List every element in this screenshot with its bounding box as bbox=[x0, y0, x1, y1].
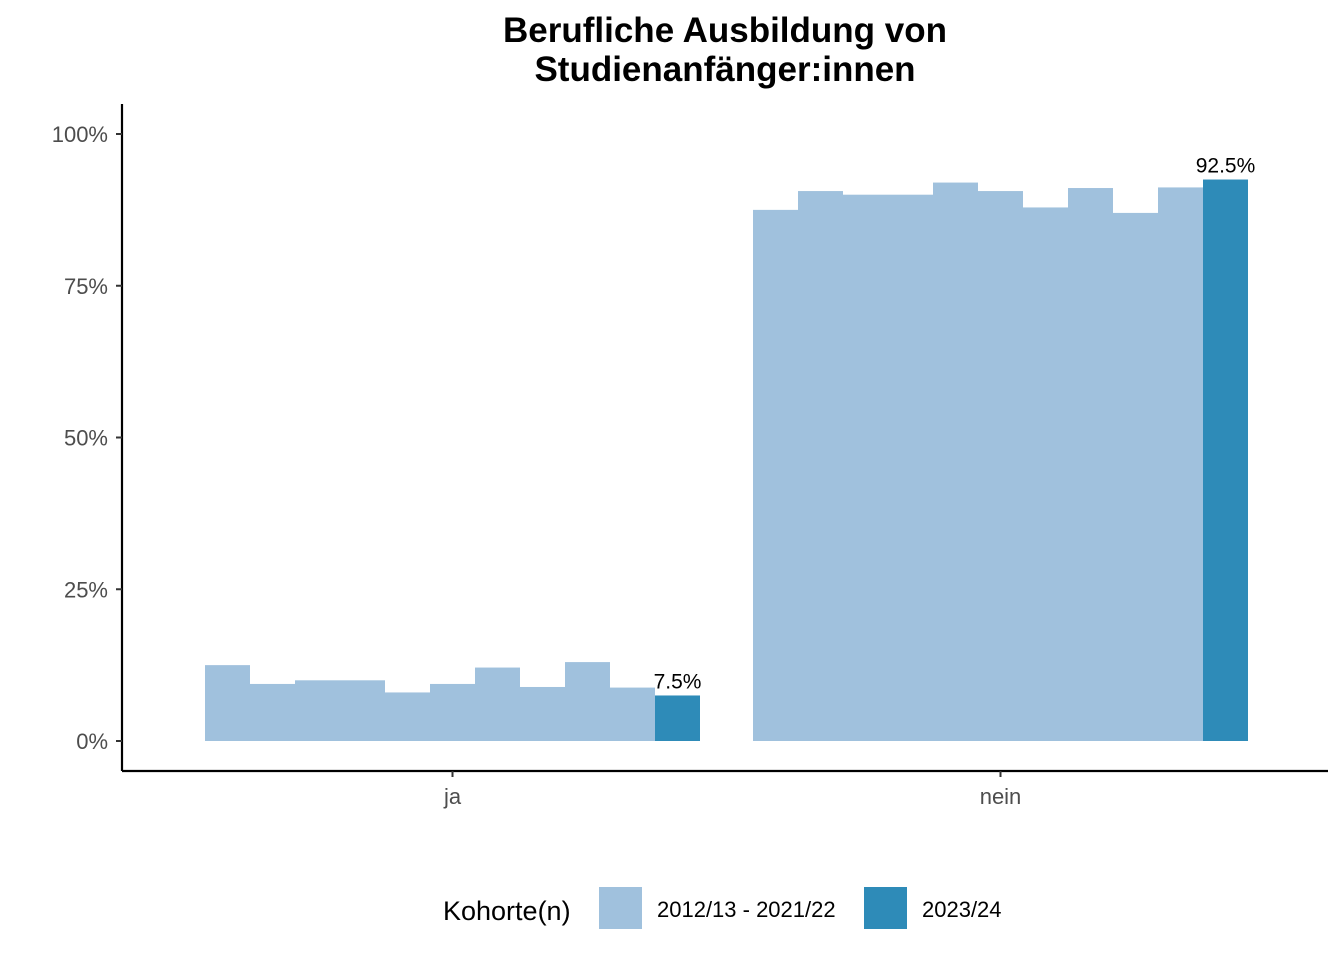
legend: Kohorte(n) 2012/13 - 2021/22 2023/24 bbox=[443, 887, 1002, 929]
legend-swatch bbox=[864, 887, 907, 929]
bar-ja-3 bbox=[340, 680, 385, 741]
bars bbox=[205, 179, 1248, 742]
bar-ja-4 bbox=[385, 692, 430, 741]
x-tick-label-nein: nein bbox=[980, 784, 1022, 809]
x-tick-label-ja: ja bbox=[443, 784, 462, 809]
bar-ja-6 bbox=[475, 667, 520, 741]
bar-ja-5 bbox=[430, 683, 475, 741]
bar-nein-6 bbox=[1023, 207, 1068, 741]
bar-nein-10 bbox=[1203, 179, 1248, 741]
y-tick-label: 25% bbox=[64, 577, 108, 602]
legend-label: 2012/13 - 2021/22 bbox=[657, 897, 836, 922]
y-tick-label: 0% bbox=[76, 729, 108, 754]
bar-ja-9 bbox=[610, 687, 655, 741]
bar-ja-8 bbox=[565, 662, 610, 741]
bar-ja-1 bbox=[250, 683, 295, 741]
y-tick-label: 50% bbox=[64, 426, 108, 451]
y-tick-label: 75% bbox=[64, 274, 108, 299]
data-labels: 7.5% 92.5% bbox=[654, 155, 1256, 694]
data-label-ja: 7.5% bbox=[654, 670, 702, 693]
bar-nein-3 bbox=[888, 194, 933, 741]
bar-nein-1 bbox=[798, 191, 843, 742]
bar-nein-9 bbox=[1158, 187, 1203, 741]
chart-title-line: Berufliche Ausbildung von bbox=[503, 11, 947, 50]
data-label-nein: 92.5% bbox=[1196, 155, 1256, 178]
legend-swatch bbox=[599, 887, 642, 929]
legend-label: 2023/24 bbox=[922, 897, 1002, 922]
y-tick-label: 100% bbox=[52, 122, 108, 147]
axes: 0% 25% 50% 75% 100% ja nein bbox=[52, 104, 1328, 809]
chart-title-line: Studienanfänger:innen bbox=[534, 50, 915, 89]
bar-ja-7 bbox=[520, 686, 565, 741]
bar-ja-0 bbox=[205, 665, 250, 741]
bar-nein-7 bbox=[1068, 188, 1113, 741]
legend-title: Kohorte(n) bbox=[443, 896, 571, 926]
bar-ja-2 bbox=[295, 680, 340, 741]
bar-ja-10 bbox=[655, 695, 700, 741]
bar-nein-8 bbox=[1113, 212, 1158, 741]
bar-nein-0 bbox=[753, 209, 798, 741]
bar-nein-5 bbox=[978, 191, 1023, 742]
bar-nein-4 bbox=[933, 182, 978, 741]
chart-title: Berufliche Ausbildung vonStudienanfänger… bbox=[503, 11, 947, 89]
bar-nein-2 bbox=[843, 194, 888, 741]
